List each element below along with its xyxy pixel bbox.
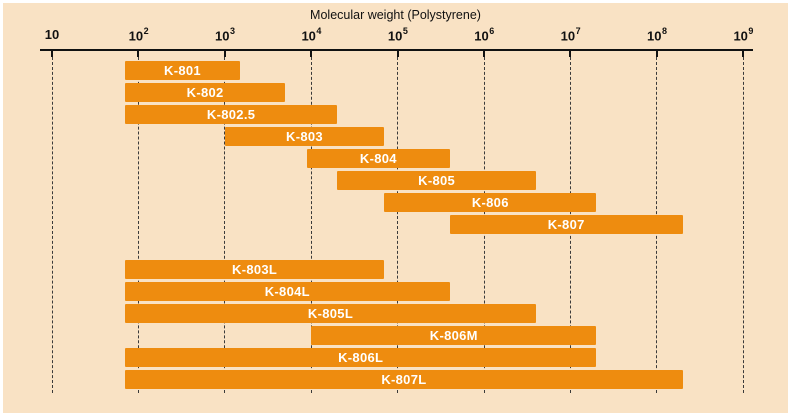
range-bar-k-805l: K-805L [125,304,536,323]
gridline [742,57,744,393]
gridline [310,57,312,393]
bar-label: K-801 [164,63,201,78]
gridline [51,57,53,393]
bar-label: K-805L [307,306,354,321]
range-bar-k-803l: K-803L [125,260,385,279]
range-bar-k-804: K-804 [307,149,450,168]
gridline [224,57,226,393]
x-axis-tick-mark [655,50,658,57]
x-axis-tick-mark [742,50,745,57]
x-axis-tick-label: 105 [387,26,408,44]
x-axis-tick-label: 107 [560,26,581,44]
x-axis-tick-mark [310,50,313,57]
bar-label: K-806L [338,350,384,365]
x-axis-tick-mark [51,50,53,57]
bar-label: K-806 [471,195,509,210]
x-axis-line [40,49,753,51]
x-axis-tick-label: 109 [733,26,754,44]
bar-label: K-805 [418,173,456,188]
bar-label: K-803L [232,262,278,277]
gridline [137,57,139,393]
range-bar-k-806m: K-806M [311,326,597,345]
range-bar-k-803: K-803 [224,127,385,146]
range-bar-k-804l: K-804L [125,282,450,301]
range-bar-k-802-5: K-802.5 [125,105,338,124]
range-bar-k-807l: K-807L [125,370,683,389]
bar-label: K-806M [429,328,478,343]
x-axis-tick-label: 106 [474,26,495,44]
bar-label: K-802.5 [206,107,256,122]
x-axis-tick-mark [223,50,226,57]
x-axis-tick-label: 108 [647,26,668,44]
bar-label: K-803 [286,129,323,144]
x-axis-tick-label: 10 [44,27,60,42]
range-bar-k-806l: K-806L [125,348,597,367]
bar-label: K-804L [264,284,310,299]
bar-label: K-804 [359,151,397,166]
bar-label: K-802 [186,85,224,100]
range-bar-k-801: K-801 [125,61,240,80]
range-bar-k-807: K-807 [449,215,683,234]
x-axis-tick-mark [483,50,485,57]
x-axis-tick-label: 104 [301,26,322,44]
x-axis-tick-label: 103 [215,26,236,44]
bar-label: K-807L [381,372,427,387]
range-bar-k-805: K-805 [337,171,536,190]
range-bar-k-806: K-806 [384,193,597,212]
range-bar-k-802: K-802 [125,83,286,102]
x-axis-tick-mark [569,50,572,57]
gridline [397,57,399,393]
chart-title: Molecular weight (Polystyrene) [310,8,481,22]
bar-label: K-807 [547,217,585,232]
x-axis-tick-mark [396,50,399,57]
x-axis-tick-mark [137,50,140,57]
x-axis-tick-label: 102 [128,26,149,44]
